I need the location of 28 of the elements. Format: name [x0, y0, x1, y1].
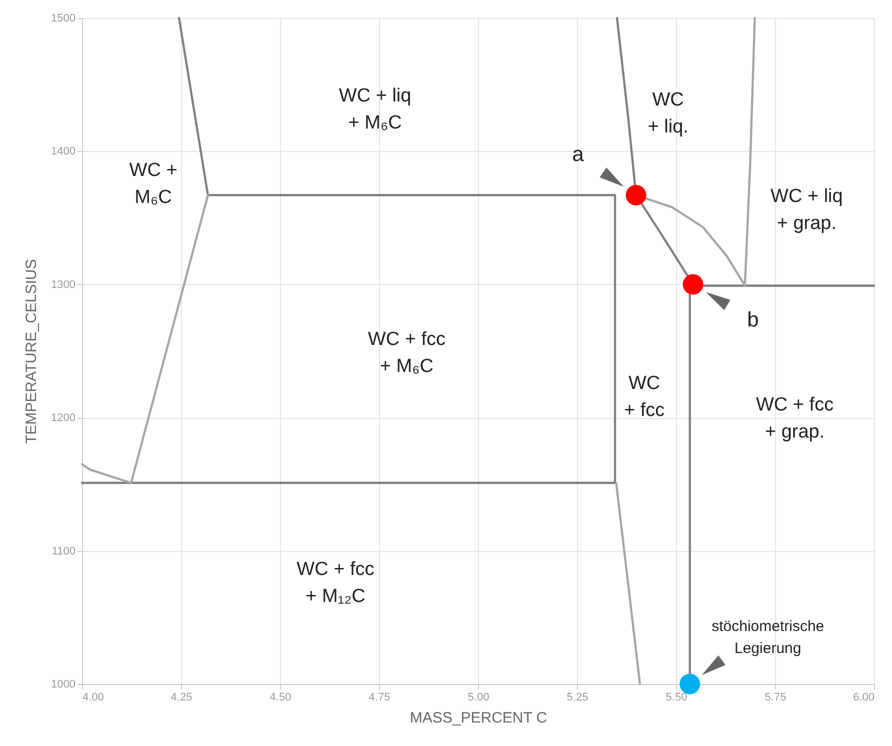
annotation: a [572, 143, 584, 166]
x-tick-label: 6.00 [853, 692, 874, 704]
y-tick-label: 1100 [52, 545, 76, 558]
x-axis-title: MASS_PERCENT C [410, 710, 548, 726]
y-tick-label: 1200 [51, 412, 76, 424]
x-tick-label: 4.00 [82, 692, 104, 704]
annotation: WC + fcc + M₁₂C [296, 558, 374, 607]
annotation: WC + liq + grap. [770, 186, 843, 234]
x-tick-label: 5.50 [666, 692, 688, 704]
x-tick-label: 4.75 [368, 692, 390, 704]
x-tick-label: 5.00 [468, 692, 490, 704]
y-tick-label: 1300 [51, 278, 76, 291]
annotation: WC + liq + M₆C [338, 85, 412, 134]
annotation: WC + fcc [624, 372, 665, 421]
y-axis-title: TEMPERATURE_CELSIUS [23, 259, 40, 444]
x-tick-label: 4.25 [170, 692, 192, 704]
annotation: WC + fcc + grap. [756, 394, 834, 442]
y-tick-label: 1500 [51, 12, 76, 24]
y-tick-label: 1000 [51, 678, 76, 690]
x-tick-label: 5.25 [566, 692, 588, 704]
annotation: WC + M₆C [129, 160, 178, 208]
annotation: WC + fcc + M₆C [368, 329, 446, 378]
annotation: WC + liq. [648, 89, 688, 138]
x-tick-label: 5.75 [764, 692, 786, 704]
annotation: stöchiometrische Legierung [712, 618, 824, 657]
y-tick-label: 1400 [51, 146, 76, 158]
annotation: b [747, 308, 759, 332]
x-tick-label: 4.50 [270, 692, 292, 704]
